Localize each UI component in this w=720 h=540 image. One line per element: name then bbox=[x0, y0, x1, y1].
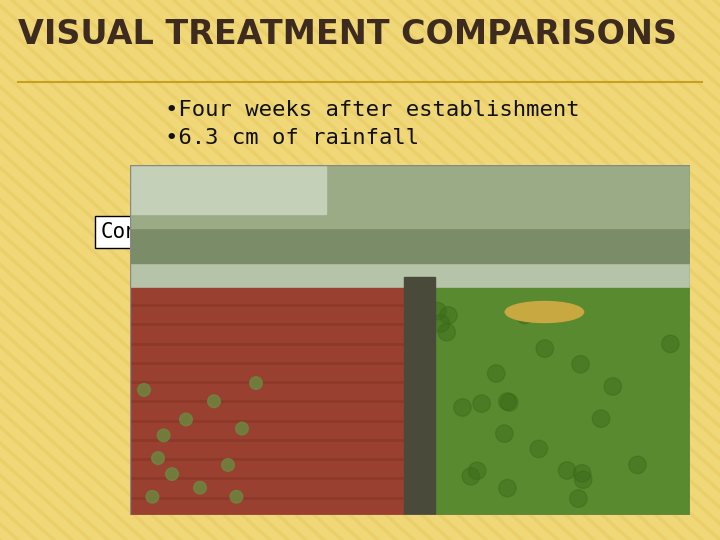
Circle shape bbox=[593, 410, 610, 427]
Circle shape bbox=[146, 490, 158, 503]
Circle shape bbox=[469, 462, 486, 480]
Circle shape bbox=[235, 422, 248, 435]
Circle shape bbox=[604, 377, 621, 395]
Circle shape bbox=[222, 458, 234, 471]
Circle shape bbox=[152, 452, 164, 464]
Circle shape bbox=[454, 399, 471, 416]
Bar bbox=[130, 165, 690, 298]
Circle shape bbox=[194, 481, 207, 494]
Circle shape bbox=[428, 302, 446, 320]
Circle shape bbox=[438, 323, 456, 341]
Text: •Four weeks after establishment: •Four weeks after establishment bbox=[165, 100, 580, 120]
Bar bbox=[130, 165, 690, 228]
Circle shape bbox=[573, 464, 591, 482]
Circle shape bbox=[157, 429, 170, 442]
Bar bbox=[421, 287, 690, 515]
Circle shape bbox=[180, 413, 192, 426]
Bar bbox=[130, 165, 690, 263]
Circle shape bbox=[440, 307, 457, 324]
Circle shape bbox=[432, 315, 449, 332]
Circle shape bbox=[662, 335, 679, 353]
Circle shape bbox=[207, 395, 220, 408]
Circle shape bbox=[575, 471, 592, 489]
Circle shape bbox=[230, 490, 243, 503]
Circle shape bbox=[166, 468, 179, 481]
Bar bbox=[405, 277, 435, 515]
Text: Straw mat: Straw mat bbox=[553, 222, 667, 242]
Circle shape bbox=[250, 377, 262, 389]
Circle shape bbox=[558, 462, 576, 479]
Circle shape bbox=[570, 490, 587, 507]
Circle shape bbox=[462, 468, 480, 485]
Text: •6.3 cm of rainfall: •6.3 cm of rainfall bbox=[165, 128, 419, 148]
Bar bbox=[130, 165, 326, 214]
Circle shape bbox=[516, 306, 534, 324]
Circle shape bbox=[499, 393, 516, 410]
Circle shape bbox=[473, 395, 490, 413]
Circle shape bbox=[572, 355, 589, 373]
Text: Control: Control bbox=[101, 222, 189, 242]
Circle shape bbox=[500, 394, 518, 411]
Text: 0.25″ compost broadcast: 0.25″ compost broadcast bbox=[365, 480, 655, 500]
Bar bbox=[130, 287, 421, 515]
Circle shape bbox=[629, 456, 647, 474]
Circle shape bbox=[487, 364, 505, 382]
Circle shape bbox=[499, 480, 516, 497]
Circle shape bbox=[530, 440, 548, 457]
Text: VISUAL TREATMENT COMPARISONS: VISUAL TREATMENT COMPARISONS bbox=[18, 18, 677, 51]
Ellipse shape bbox=[505, 301, 584, 322]
Circle shape bbox=[536, 340, 554, 357]
Circle shape bbox=[495, 425, 513, 442]
Circle shape bbox=[138, 383, 150, 396]
